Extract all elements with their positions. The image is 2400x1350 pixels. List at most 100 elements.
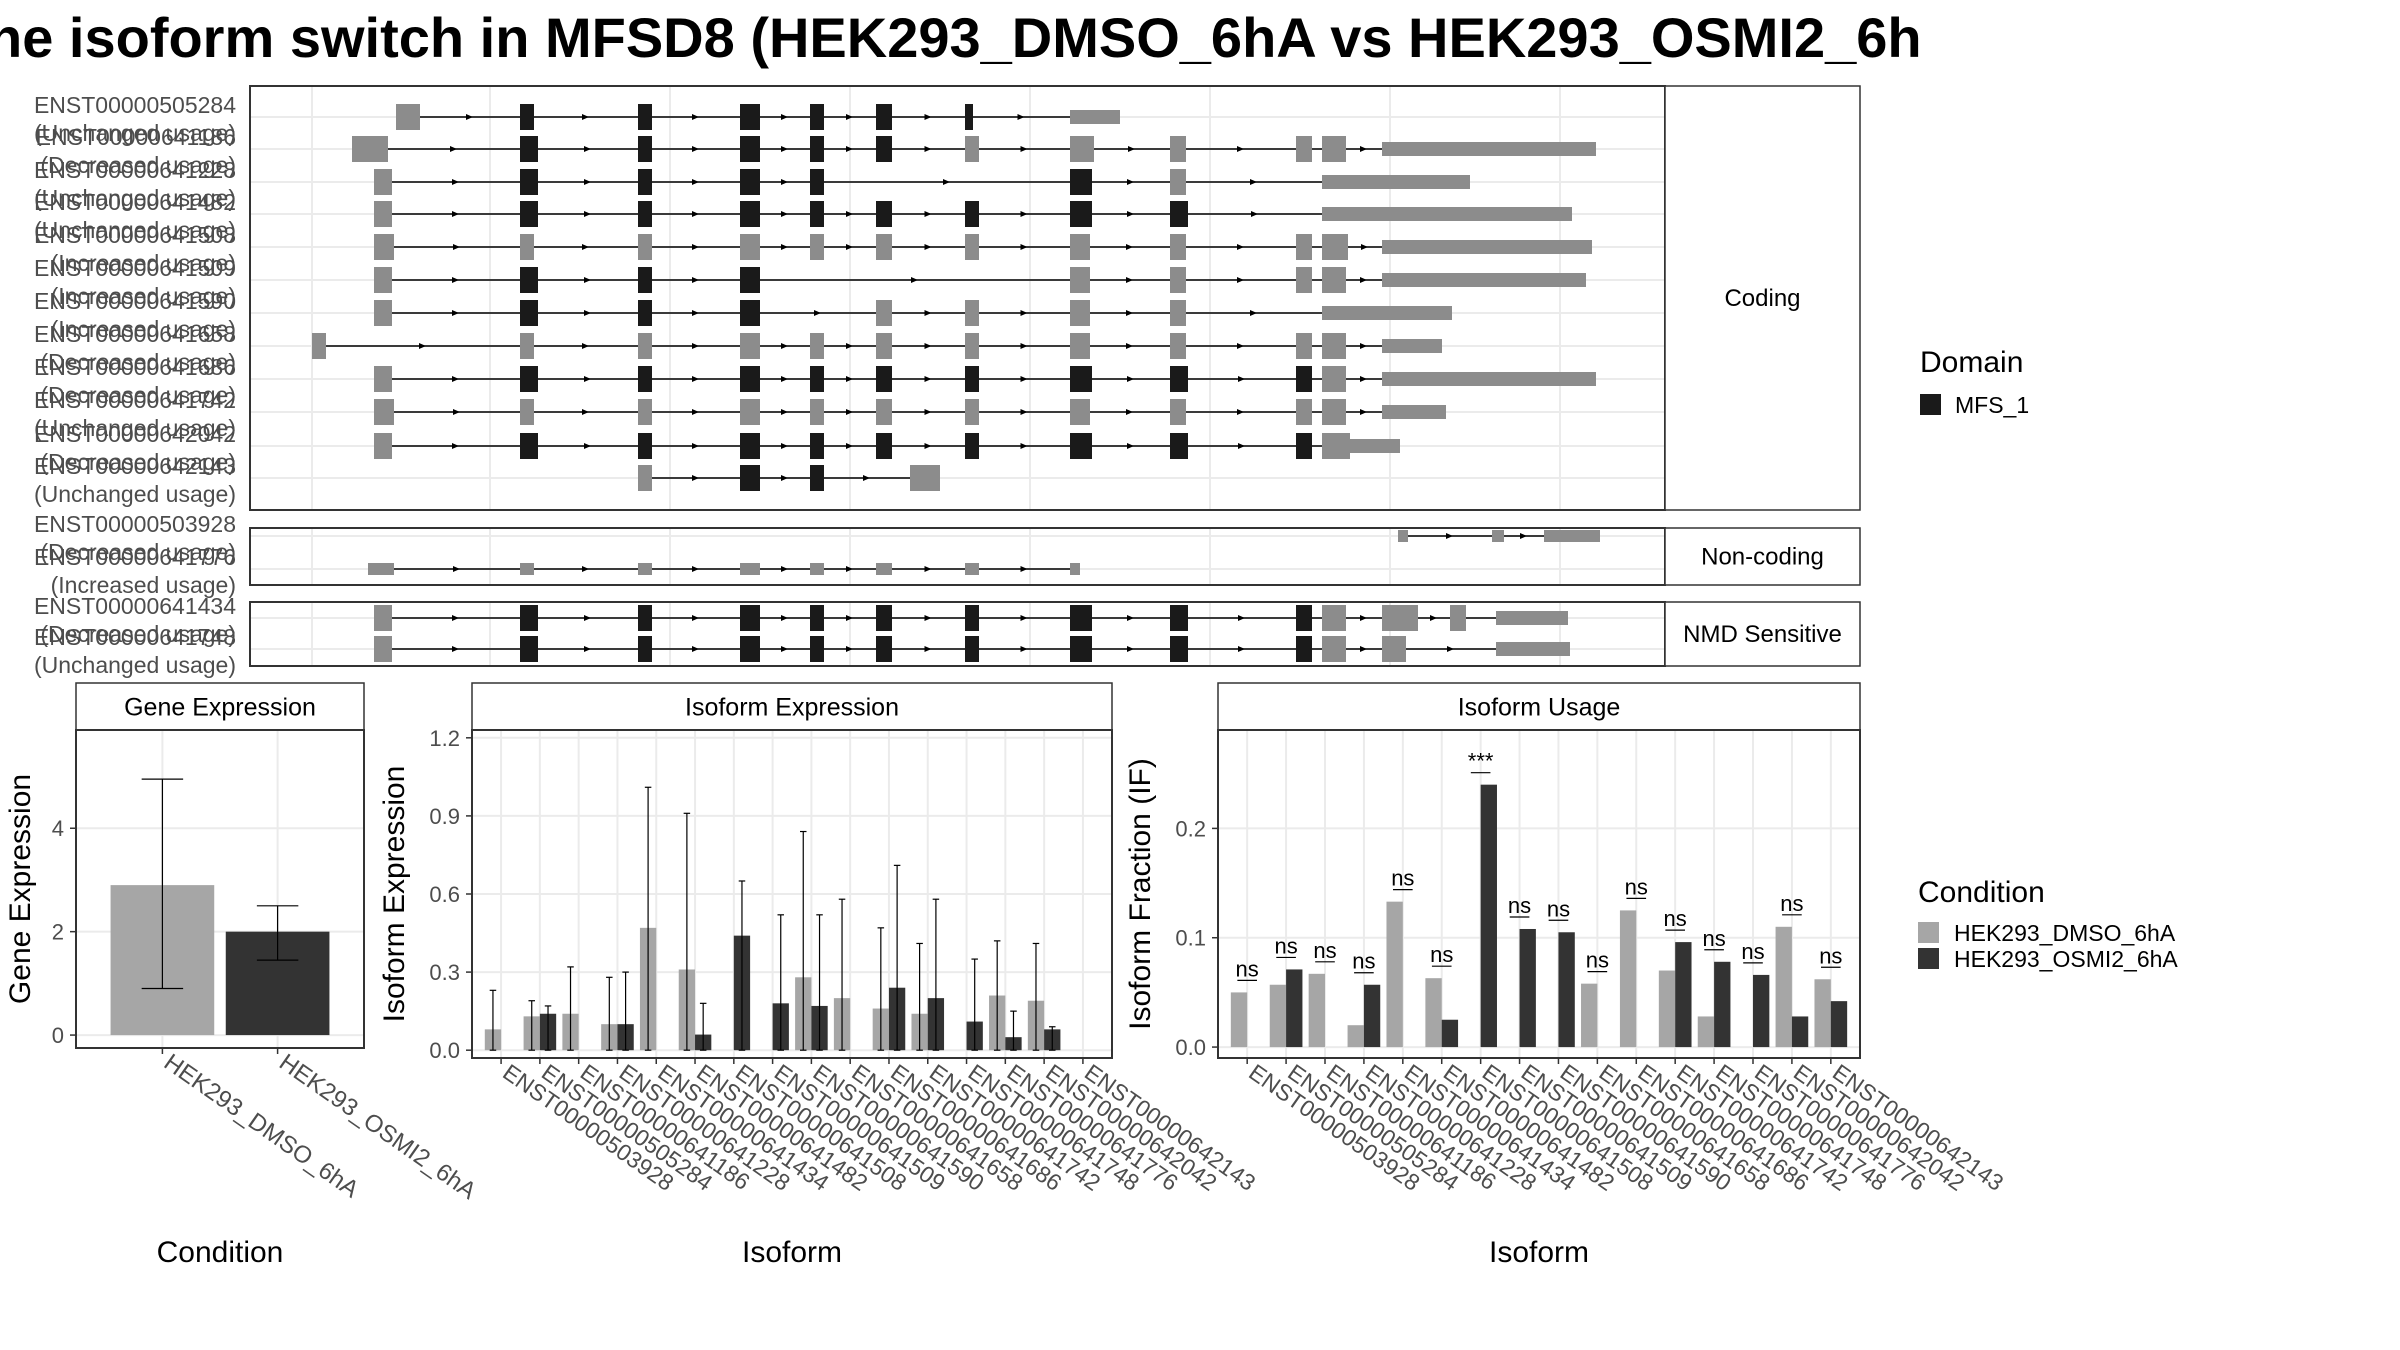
intron-arrow — [781, 376, 788, 382]
exon — [1496, 642, 1570, 656]
bar-osmi — [1286, 969, 1303, 1048]
y-tick-label: 0.0 — [1175, 1035, 1206, 1060]
intron-arrow — [692, 343, 699, 349]
intron-arrow — [1251, 211, 1258, 217]
intron-arrow — [1020, 146, 1028, 152]
exon-domain-mfs1 — [810, 136, 824, 162]
intron-arrow — [584, 646, 591, 652]
exon-domain-mfs1 — [965, 605, 979, 631]
intron-arrow — [781, 443, 788, 449]
exon — [1322, 136, 1346, 162]
isoform-track-status: (Unchanged usage) — [34, 185, 236, 211]
intron-arrow — [846, 376, 853, 382]
exon — [1544, 530, 1600, 542]
exon — [1322, 234, 1348, 260]
structure-panel-bg — [250, 602, 1665, 666]
intron-arrow — [419, 343, 426, 349]
intron-arrow — [846, 566, 853, 572]
x-tick-label: HEK293_DMSO_6hA — [159, 1049, 364, 1203]
intron-arrow — [1020, 310, 1028, 316]
bar-dmso — [1347, 1025, 1364, 1048]
isoform-track-status: (Unchanged usage) — [34, 217, 236, 243]
exon — [876, 563, 892, 575]
exon — [1382, 636, 1406, 662]
exon-domain-mfs1 — [520, 267, 538, 293]
exon — [374, 267, 392, 293]
exon — [876, 399, 892, 425]
exon-domain-mfs1 — [1170, 433, 1188, 459]
y-axis-label: Gene Expression — [4, 774, 37, 1004]
significance-label: ns — [1547, 896, 1570, 921]
intron-arrow — [692, 211, 699, 217]
exon-domain-mfs1 — [520, 433, 538, 459]
intron-arrow — [924, 211, 932, 217]
intron-arrow — [1127, 646, 1134, 652]
significance-label: ns — [1274, 933, 1297, 958]
intron-arrow — [1020, 443, 1028, 449]
exon-domain-mfs1 — [1296, 366, 1312, 392]
intron-arrow — [1128, 146, 1135, 152]
intron-arrow — [1237, 343, 1244, 349]
isoform-track-name: ENST00000641482 — [34, 189, 236, 215]
exon-domain-mfs1 — [1070, 201, 1092, 227]
intron-arrow — [1020, 343, 1028, 349]
exon-domain-mfs1 — [740, 465, 760, 491]
isoform-track-status: (Increased usage) — [51, 283, 236, 309]
chart-title: Gene Expression — [124, 694, 316, 722]
isoform-track-name: ENST00000641228 — [34, 157, 236, 183]
exon — [1322, 267, 1346, 293]
intron-arrow — [943, 179, 950, 185]
intron-arrow — [453, 244, 460, 250]
y-tick-label: 0.6 — [429, 882, 460, 907]
exon-domain-mfs1 — [638, 104, 652, 130]
intron-arrow — [1430, 615, 1437, 621]
intron-arrow — [452, 443, 459, 449]
intron-arrow — [584, 615, 591, 621]
exon — [810, 234, 824, 260]
exon-domain-mfs1 — [740, 267, 760, 293]
exon-domain-mfs1 — [810, 201, 824, 227]
structure-panel-bg — [250, 86, 1665, 510]
domain-legend-swatch — [1920, 394, 1941, 415]
intron-arrow — [692, 376, 699, 382]
exon-domain-mfs1 — [810, 465, 824, 491]
intron-arrow — [1237, 277, 1244, 283]
exon-domain-mfs1 — [1296, 605, 1312, 631]
structure-panel: ENST00000505284(Unchanged usage)ENST0000… — [34, 85, 1861, 678]
exon — [1170, 300, 1186, 326]
exon-domain-mfs1 — [520, 201, 538, 227]
y-tick-label: 0.1 — [1175, 926, 1206, 951]
exon — [1382, 273, 1586, 287]
intron-arrow — [924, 566, 932, 572]
exon — [352, 136, 388, 162]
intron-arrow — [692, 409, 699, 415]
bar-dmso — [1269, 984, 1287, 1048]
exon-domain-mfs1 — [520, 169, 538, 195]
exon-domain-mfs1 — [520, 605, 538, 631]
exon — [520, 234, 534, 260]
exon — [1450, 605, 1466, 631]
exon-domain-mfs1 — [810, 605, 824, 631]
exon — [1322, 636, 1346, 662]
intron-arrow — [1238, 615, 1245, 621]
exon — [876, 333, 892, 359]
significance-label: ns — [1664, 906, 1687, 931]
intron-arrow — [584, 443, 591, 449]
y-tick-label: 1.2 — [429, 726, 460, 751]
bar-dmso — [1581, 983, 1598, 1048]
exon — [1322, 433, 1350, 459]
exon — [1170, 333, 1186, 359]
exon-domain-mfs1 — [740, 104, 760, 130]
exon-domain-mfs1 — [638, 267, 652, 293]
exon — [1070, 333, 1090, 359]
facet-strip-label: Non-coding — [1701, 544, 1824, 571]
intron-arrow — [846, 114, 853, 120]
exon — [1170, 267, 1186, 293]
bar-dmso — [1658, 970, 1676, 1048]
exon — [520, 333, 534, 359]
intron-arrow — [1360, 646, 1367, 652]
intron-arrow — [781, 566, 788, 572]
intron-arrow — [452, 179, 459, 185]
intron-arrow — [452, 310, 459, 316]
